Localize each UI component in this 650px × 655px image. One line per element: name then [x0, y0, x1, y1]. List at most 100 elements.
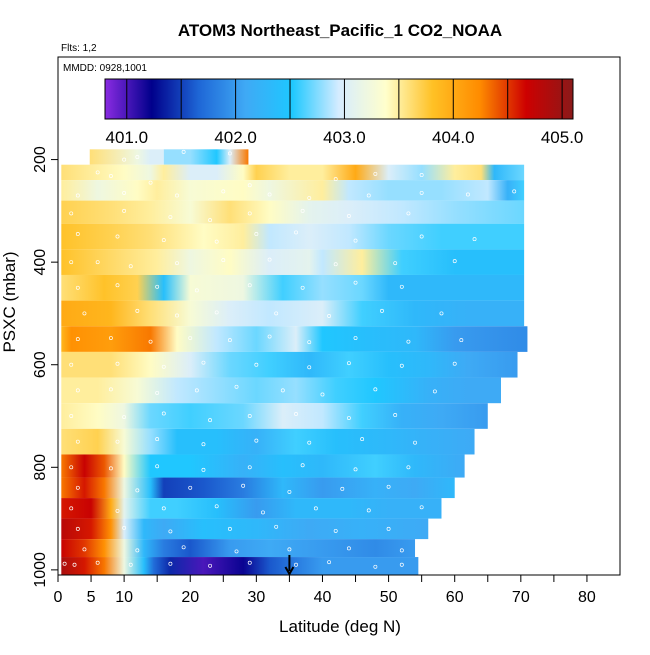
sample-point: [135, 308, 140, 313]
date-note: MMDD: 0928,1001: [63, 63, 147, 74]
sample-point: [439, 311, 444, 316]
sample-point: [340, 486, 345, 491]
x-tick-label: 80: [578, 589, 596, 606]
sample-point: [75, 285, 80, 290]
x-tick-label: 60: [446, 589, 464, 606]
sample-point: [128, 264, 133, 269]
sample-point: [393, 261, 398, 266]
sample-point: [155, 464, 160, 469]
heatmap-band: [61, 200, 525, 224]
colorbar: 401.0 402.0 403.0 404.0 405.0: [104, 78, 583, 147]
heatmap-band: [61, 539, 416, 558]
sample-point: [333, 262, 338, 267]
sample-point: [108, 466, 113, 471]
sample-point: [267, 257, 272, 262]
sample-point: [333, 177, 338, 182]
sample-point: [247, 283, 252, 288]
sample-point: [472, 237, 477, 242]
heatmap-band: [61, 403, 488, 429]
sample-point: [69, 465, 74, 470]
sample-point: [261, 510, 265, 515]
sample-point: [108, 387, 113, 392]
sample-point: [254, 438, 259, 443]
sample-point: [188, 336, 193, 341]
sample-point: [75, 526, 80, 531]
sample-point: [380, 308, 384, 313]
sample-point: [122, 525, 127, 530]
sample-point: [320, 392, 325, 397]
sample-point: [274, 311, 279, 316]
sample-point: [399, 548, 404, 553]
sample-point: [108, 174, 113, 178]
sample-point: [148, 180, 153, 185]
sample-point: [155, 390, 160, 395]
sample-point: [75, 193, 80, 198]
sample-point: [287, 547, 292, 552]
x-tick-label: 70: [512, 589, 530, 606]
plot-frame: [57, 56, 621, 576]
sample-point: [247, 414, 252, 418]
colorbar-gradient: [104, 78, 574, 120]
sample-point: [161, 238, 166, 243]
sample-point: [386, 484, 391, 489]
sample-point: [214, 310, 219, 315]
sample-point: [307, 196, 312, 200]
sample-point: [419, 190, 424, 195]
sample-point: [419, 234, 424, 239]
sample-point: [69, 414, 74, 418]
sample-point: [346, 214, 351, 218]
y-tick-label: 600: [32, 351, 49, 378]
sample-point: [122, 208, 127, 213]
sample-point: [366, 508, 371, 513]
sample-point: [75, 439, 80, 444]
y-axis: 200 400 600 800 1000: [32, 146, 58, 588]
sample-point: [300, 463, 305, 468]
sample-point: [194, 388, 199, 393]
sample-point: [386, 526, 391, 531]
sample-point: [432, 389, 437, 394]
sample-point: [247, 211, 252, 216]
sample-point: [122, 157, 127, 162]
sample-point: [227, 526, 232, 531]
sample-point: [214, 239, 219, 244]
sample-point: [346, 361, 351, 366]
sample-point: [307, 365, 312, 370]
heatmap-band: [61, 249, 525, 275]
sample-point: [201, 442, 206, 447]
sample-point: [221, 258, 226, 263]
sample-point: [69, 211, 74, 216]
sample-point: [373, 171, 378, 176]
heatmap-band: [61, 164, 525, 181]
arrow-head: [284, 566, 295, 577]
sample-point: [280, 388, 285, 393]
heatmap-band: [61, 477, 455, 499]
heatmap-bands: [61, 149, 528, 575]
heatmap-band: [61, 223, 525, 250]
sample-point: [406, 465, 411, 470]
sample-point: [419, 173, 424, 177]
sample-point: [254, 231, 259, 236]
sample-point: [161, 411, 166, 416]
sample-point: [69, 260, 74, 265]
sample-point: [175, 193, 179, 198]
sample-point: [135, 155, 140, 159]
sample-point: [75, 337, 80, 342]
sample-point: [115, 283, 120, 288]
sample-point: [168, 561, 173, 566]
latitude-arrow-marker: [284, 555, 295, 577]
sample-point: [287, 489, 292, 494]
heatmap-band: [163, 149, 249, 165]
sample-point: [227, 151, 232, 156]
sample-point: [294, 412, 298, 416]
sample-point: [115, 508, 120, 513]
sample-point: [201, 360, 206, 365]
sample-point: [75, 485, 80, 490]
sample-point: [75, 231, 80, 236]
sample-point: [247, 183, 252, 188]
sample-point: [274, 524, 279, 529]
sample-point: [181, 149, 186, 154]
sample-point: [128, 562, 133, 567]
sample-point: [327, 314, 332, 318]
x-tick-label: 30: [247, 589, 265, 606]
